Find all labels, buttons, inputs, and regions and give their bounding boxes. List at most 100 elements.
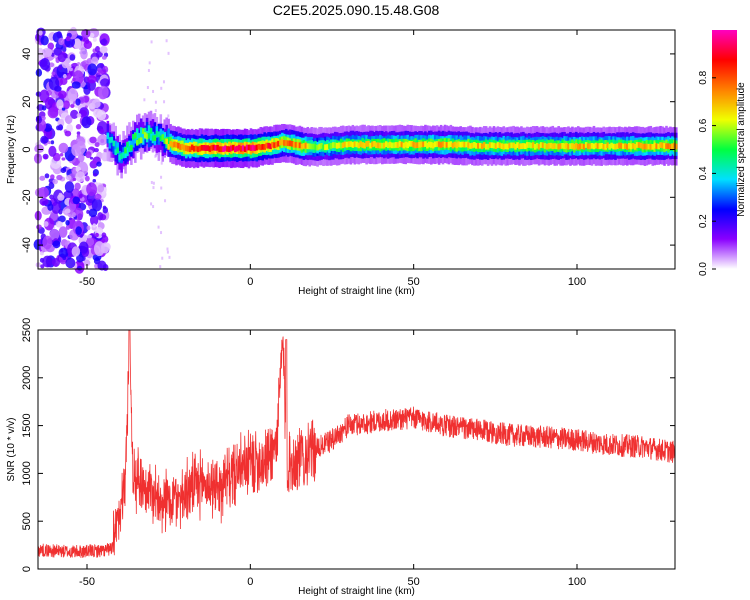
- heatmap-ridge-cell: [106, 133, 110, 139]
- heatmap-noise-cell: [58, 192, 63, 198]
- heatmap-ridge-cell: [332, 142, 335, 148]
- heatmap-ridge-cell: [567, 143, 570, 150]
- heatmap-noise-cell: [147, 68, 150, 72]
- heatmap-ridge-cell: [361, 142, 364, 148]
- x-tick-label: 50: [408, 276, 420, 288]
- heatmap-ridge-cell: [371, 141, 374, 148]
- heatmap-ridge-cell: [208, 146, 212, 152]
- heatmap-ridge-cell: [598, 143, 602, 149]
- heatmap-noise-cell: [41, 105, 47, 111]
- heatmap-ridge-cell: [431, 142, 435, 149]
- heatmap-ridge: [106, 110, 678, 179]
- heatmap-ridge-cell: [118, 154, 121, 161]
- heatmap-noise-cell: [47, 42, 55, 50]
- heatmap-ridge-cell: [369, 142, 372, 149]
- heatmap-noise-cell: [48, 62, 55, 68]
- heatmap-noise-cell: [92, 37, 97, 42]
- heatmap-ridge-cell: [535, 142, 539, 149]
- heatmap-noise-cell: [57, 124, 64, 131]
- heatmap-noise-cell: [73, 70, 84, 85]
- heatmap-ridge-cell: [261, 144, 264, 150]
- heatmap-ridge-cell: [569, 143, 572, 149]
- heatmap-noise-cell: [39, 89, 50, 103]
- heatmap-ridge-cell: [488, 142, 492, 148]
- heatmap-ridge-cell: [183, 145, 186, 151]
- heatmap-noise-cell: [100, 63, 104, 69]
- heatmap-ridge-cell: [267, 142, 270, 149]
- heatmap-noise-cell: [47, 140, 52, 145]
- heatmap-ridge-cell: [188, 146, 192, 153]
- heatmap-ridge-cell: [477, 142, 480, 149]
- heatmap-ridge-cell: [612, 143, 615, 150]
- heatmap-noise-cell: [77, 62, 81, 65]
- heatmap-noise-cell: [167, 51, 170, 55]
- heatmap-ridge-cell: [147, 125, 151, 137]
- heatmap-ridge-cell: [153, 122, 157, 141]
- x-tick-label: 0: [247, 276, 253, 288]
- heatmap-ridge-cell: [639, 142, 643, 149]
- heatmap-ridge-cell: [155, 131, 159, 137]
- heatmap-ridge-cell: [426, 142, 429, 149]
- heatmap-ridge-cell: [631, 142, 635, 149]
- heatmap-ridge-cell: [526, 142, 529, 148]
- heatmap-noise-cell: [49, 228, 60, 241]
- heatmap-ridge-cell: [461, 141, 464, 148]
- heatmap-ridge-cell: [206, 145, 210, 151]
- heatmap-noise-cell: [168, 255, 171, 259]
- heatmap-ridge-cell: [345, 141, 349, 148]
- heatmap-ridge-cell: [563, 143, 566, 150]
- heatmap-noise-cell: [87, 75, 97, 84]
- heatmap-ridge-cell: [649, 143, 653, 150]
- heatmap-noise-cell: [100, 38, 108, 46]
- heatmap-ridge-cell: [673, 142, 676, 149]
- heatmap-ridge-cell: [128, 146, 131, 152]
- heatmap-ridge-cell: [575, 142, 578, 149]
- heatmap-ridge-cell: [629, 143, 633, 150]
- heatmap-noise-cell: [39, 175, 46, 181]
- heatmap-noise-cell: [75, 171, 86, 183]
- heatmap-ridge-cell: [551, 143, 555, 150]
- heatmap-noise-cell: [74, 182, 81, 191]
- heatmap-ridge-cell: [259, 144, 263, 151]
- heatmap-noise-cell: [150, 202, 153, 206]
- heatmap-noise-cell: [57, 52, 67, 63]
- y-axis-label: Frequency (Hz): [6, 115, 17, 184]
- heatmap-ridge-cell: [471, 142, 474, 149]
- heatmap-ridge-cell: [479, 142, 482, 149]
- heatmap-ridge-cell: [343, 141, 347, 148]
- heatmap-noise-cell: [165, 39, 168, 43]
- heatmap-ridge-cell: [165, 138, 168, 145]
- heatmap-ridge-cell: [561, 142, 564, 149]
- heatmap-ridge-cell: [192, 145, 196, 152]
- heatmap-ridge-cell: [484, 143, 488, 150]
- heatmap-ridge-cell: [141, 133, 145, 145]
- heatmap-ridge-cell: [571, 143, 574, 149]
- heatmap-noise-cell: [100, 78, 110, 87]
- heatmap-ridge-cell: [508, 142, 511, 149]
- heatmap-ridge-cell: [314, 144, 317, 150]
- heatmap-noise-cell: [148, 61, 151, 65]
- heatmap-ridge-cell: [308, 143, 312, 150]
- heatmap-ridge-cell: [353, 141, 357, 147]
- heatmap-ridge-cell: [465, 141, 468, 148]
- heatmap-ridge-cell: [114, 149, 117, 156]
- heatmap-ridge-cell: [310, 143, 313, 150]
- heatmap-ridge-cell: [545, 143, 549, 150]
- heatmap-noise-cell: [70, 103, 75, 108]
- y-tick-label: 2500: [21, 318, 33, 342]
- heatmap-ridge-cell: [149, 127, 153, 134]
- heatmap-ridge-cell: [265, 142, 268, 149]
- heatmap-noise-cell: [97, 184, 105, 193]
- heatmap-ridge-cell: [647, 143, 651, 150]
- heatmap-ridge-cell: [443, 141, 447, 148]
- x-axis-label: Height of straight line (km): [298, 586, 415, 597]
- heatmap-ridge-cell: [518, 143, 521, 150]
- heatmap-noise-cell: [63, 100, 71, 110]
- heatmap-ridge-cell: [388, 141, 392, 148]
- heatmap-ridge-cell: [410, 141, 413, 147]
- heatmap-ridge-cell: [490, 142, 494, 149]
- heatmap-noise-cell: [89, 136, 97, 144]
- heatmap-ridge-cell: [537, 143, 541, 150]
- heatmap-ridge-cell: [159, 128, 163, 141]
